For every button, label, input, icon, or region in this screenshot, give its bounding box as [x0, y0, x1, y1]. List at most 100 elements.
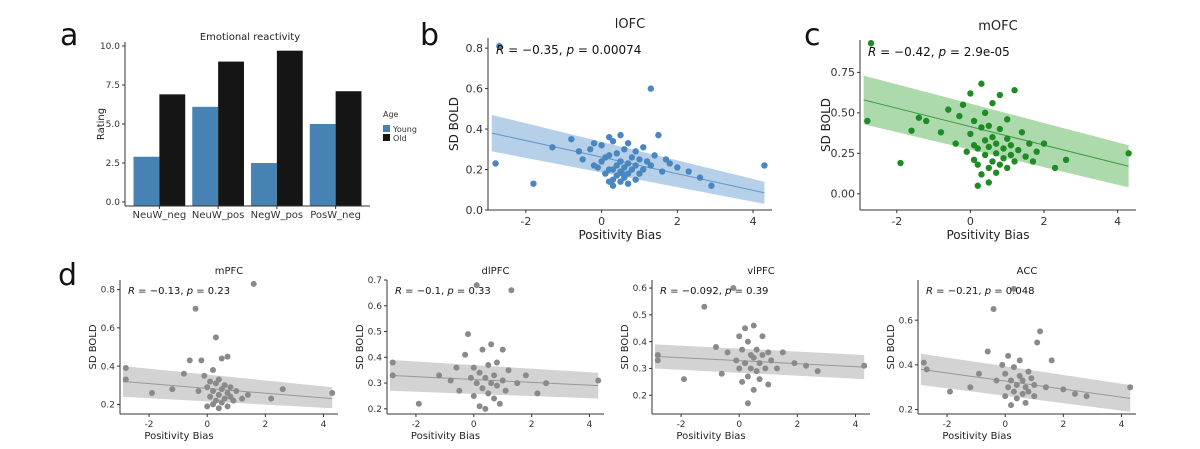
data-point [654, 352, 661, 359]
y-tick-label: 0.8 [101, 286, 116, 296]
data-point [1004, 164, 1011, 172]
data-point [415, 400, 422, 407]
data-point [218, 355, 225, 362]
data-point [742, 360, 749, 367]
x-tick-label: 4 [853, 420, 859, 430]
chart-d4: 0.2 0.4 0.6 -2 0 2 4 ACC Positivity Bias SD BOLD R… [886, 266, 1136, 442]
data-point [1007, 151, 1015, 159]
data-point [470, 364, 477, 371]
data-point [990, 306, 997, 313]
x-axis-label: Positivity Bias [676, 431, 745, 442]
correlation-annotation: R = −0.092, p = 0.39 [660, 286, 768, 297]
y-axis-label: SD BOLD [355, 324, 366, 369]
y-axis-label: SD BOLD [447, 97, 461, 151]
y-tick-label: 0.4 [101, 362, 116, 372]
x-tick-label: -2 [411, 420, 420, 430]
data-point [613, 150, 620, 157]
data-point [1062, 156, 1070, 164]
data-point [493, 359, 500, 366]
x-tick-label: 2 [1060, 420, 1066, 430]
y-axis-label: SD BOLD [886, 324, 897, 369]
data-point [701, 303, 708, 310]
y-tick-label: 0.2 [368, 405, 382, 415]
regression-line [389, 374, 599, 387]
data-point [1029, 158, 1037, 165]
confidence-band [389, 359, 599, 399]
data-point [221, 395, 228, 402]
y-tick-label: 5.0 [106, 120, 121, 130]
data-point [985, 122, 992, 130]
y-tick-label: 7.5 [106, 81, 120, 91]
x-tick-label: 4 [1114, 215, 1121, 228]
data-point [696, 174, 704, 181]
data-point [198, 357, 205, 364]
data-point [1011, 86, 1018, 94]
panel-letter-c: c [804, 18, 821, 53]
data-point [493, 382, 500, 389]
x-tick-label: 0 [967, 215, 974, 228]
data-point [753, 368, 760, 375]
data-point [736, 365, 743, 372]
data-point [244, 391, 251, 398]
confidence-band [863, 75, 1129, 188]
data-point [598, 158, 605, 165]
data-point [605, 152, 613, 159]
data-point [759, 352, 766, 359]
data-point [1000, 145, 1007, 152]
data-point [1022, 384, 1029, 391]
data-point [224, 353, 231, 360]
panel-letter-a: a [60, 18, 78, 53]
data-point [1010, 388, 1017, 395]
data-point [1008, 402, 1015, 409]
data-point [488, 341, 495, 348]
data-point [712, 344, 719, 350]
data-point [923, 366, 930, 373]
data-point [192, 305, 199, 312]
y-tick-label: 0.6 [466, 82, 484, 95]
y-tick-label: 0.3 [633, 365, 647, 375]
data-point [595, 377, 602, 384]
data-point [479, 385, 486, 392]
data-point [215, 405, 222, 412]
data-point [897, 159, 904, 167]
data-point [587, 146, 594, 153]
data-point [978, 80, 985, 87]
x-tick-label: -2 [145, 420, 154, 430]
data-point [978, 171, 985, 178]
data-point [505, 367, 512, 374]
y-axis-label: SD BOLD [88, 324, 99, 369]
y-tick-label: 0.25 [831, 147, 856, 160]
data-point [937, 129, 945, 136]
data-point [617, 178, 624, 185]
data-point [1013, 381, 1020, 388]
legend-title: Age [383, 110, 399, 119]
data-point [993, 377, 1000, 384]
data-point [230, 397, 237, 404]
data-point [658, 168, 666, 175]
data-point [602, 170, 609, 177]
data-point [1031, 393, 1038, 400]
chart-a: Emotional reactivity Rating 0.0 2.5 5.0 7.5 10… [96, 32, 417, 221]
chart-d1: 0.2 0.4 0.6 0.8 -2 0 2 4 mPFC Positivity Bias SD B… [88, 266, 338, 442]
data-point [470, 392, 477, 399]
data-point [1028, 375, 1035, 382]
data-point [967, 90, 974, 97]
data-point [1005, 352, 1012, 359]
y-tick-label: 0.5 [633, 311, 647, 321]
data-point [643, 158, 651, 165]
data-point [186, 357, 193, 364]
chart-title: dlPFC [482, 266, 510, 277]
x-axis-label: Positivity Bias [578, 228, 661, 242]
data-point [736, 333, 743, 340]
data-point [207, 378, 214, 385]
data-point [624, 170, 632, 177]
data-point [739, 378, 746, 385]
data-point [609, 182, 617, 189]
data-point [1033, 148, 1040, 155]
data-point [491, 372, 498, 379]
data-point [908, 127, 915, 134]
data-point [992, 140, 1000, 147]
data-point [530, 180, 537, 187]
data-point [640, 166, 647, 173]
data-point [628, 166, 636, 173]
